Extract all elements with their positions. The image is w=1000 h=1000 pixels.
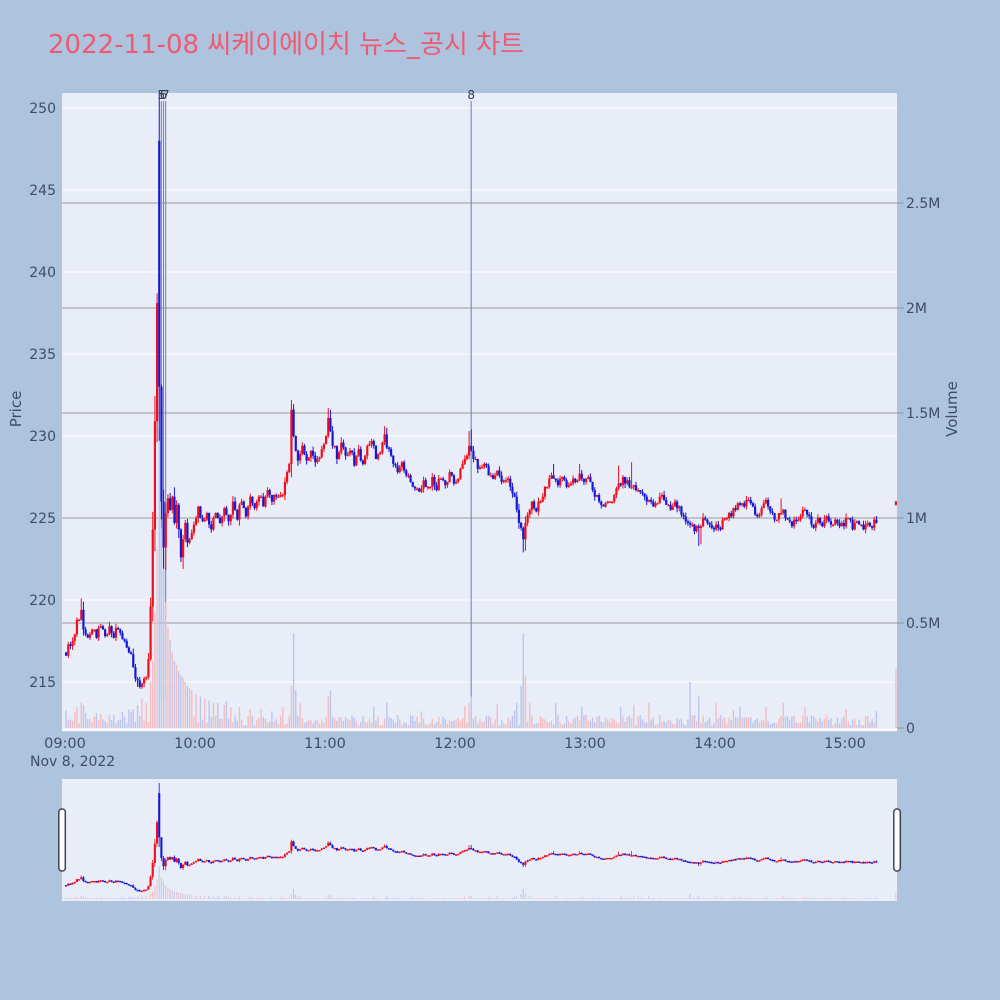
svg-text:250: 250	[29, 101, 56, 117]
svg-text:6: 6	[160, 88, 168, 102]
navigator-series	[65, 783, 897, 899]
range-handle-right[interactable]	[893, 808, 902, 872]
svg-text:225: 225	[29, 511, 56, 527]
svg-text:0.5M: 0.5M	[906, 616, 940, 632]
svg-text:15:00: 15:00	[824, 736, 866, 752]
volume-axis-title: Volume	[943, 381, 961, 437]
svg-text:230: 230	[29, 429, 56, 445]
svg-text:09:00: 09:00	[44, 736, 86, 752]
svg-text:235: 235	[29, 347, 56, 363]
svg-text:245: 245	[29, 183, 56, 199]
svg-text:220: 220	[29, 593, 56, 609]
svg-text:11:00: 11:00	[304, 736, 346, 752]
svg-text:2M: 2M	[906, 301, 927, 317]
svg-text:240: 240	[29, 265, 56, 281]
svg-text:215: 215	[29, 675, 56, 691]
svg-text:2.5M: 2.5M	[906, 196, 940, 212]
plot-area[interactable]	[62, 93, 897, 730]
svg-text:7: 7	[162, 88, 170, 102]
svg-text:10:00: 10:00	[174, 736, 216, 752]
svg-text:12:00: 12:00	[434, 736, 476, 752]
volume-tick-labels: 2.5M 2M 1.5M 1M 0.5M 0	[906, 196, 940, 737]
svg-text:1M: 1M	[906, 511, 927, 527]
range-handle-left[interactable]	[58, 808, 67, 872]
svg-text:0: 0	[906, 721, 915, 737]
volume-bars	[65, 429, 897, 728]
range-navigator[interactable]	[62, 779, 897, 901]
svg-text:13:00: 13:00	[564, 736, 606, 752]
svg-text:8: 8	[467, 88, 475, 102]
svg-text:5: 5	[158, 88, 166, 102]
navigator-track[interactable]	[62, 779, 897, 901]
chart-title: 2022-11-08 씨케이에이치 뉴스_공시 차트	[48, 30, 524, 60]
price-tick-labels: 250 245 240 235 230 225 220 215	[29, 101, 56, 691]
axis-labels: 250 245 240 235 230 225 220 215 2.5M 2M 1.5M 1M 0.5M…	[29, 88, 940, 770]
main-price-volume-chart[interactable]	[62, 93, 904, 732]
time-tick-labels: 09:00 10:00 11:00 12:00 13:00 14:00 15:00 Nov 8…	[30, 736, 866, 770]
volume-gridlines	[62, 202, 904, 729]
date-label: Nov 8, 2022	[30, 754, 115, 770]
candlesticks	[65, 93, 897, 689]
svg-text:14:00: 14:00	[694, 736, 736, 752]
svg-text:1.5M: 1.5M	[906, 406, 940, 422]
price-axis-title: Price	[7, 390, 25, 428]
news-event-labels[interactable]: 567 8	[158, 88, 475, 102]
